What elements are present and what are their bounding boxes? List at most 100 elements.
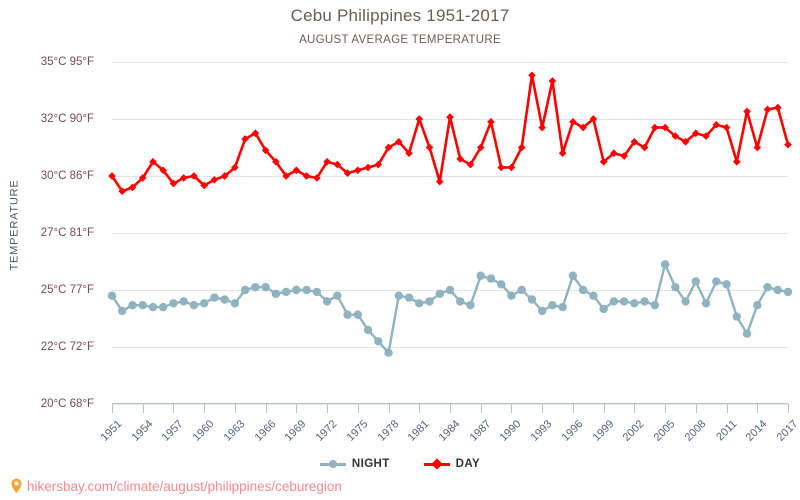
data-point-night[interactable]: [742, 329, 752, 338]
legend-item-day[interactable]: DAY: [423, 458, 480, 470]
data-point-night[interactable]: [578, 285, 588, 295]
data-point-day[interactable]: [323, 157, 331, 166]
data-point-night[interactable]: [394, 291, 403, 300]
source-url[interactable]: hikersbay.com/climate/august/philippines…: [27, 478, 342, 494]
data-point-day[interactable]: [517, 143, 526, 152]
data-point-night[interactable]: [671, 282, 680, 292]
data-point-day[interactable]: [702, 132, 710, 140]
data-point-night[interactable]: [445, 285, 455, 295]
data-point-night[interactable]: [292, 285, 301, 295]
data-point-day[interactable]: [435, 177, 444, 186]
data-point-night[interactable]: [384, 348, 393, 357]
data-point-day[interactable]: [671, 132, 680, 140]
data-point-night[interactable]: [783, 287, 793, 297]
data-point-night[interactable]: [660, 260, 670, 269]
data-point-day[interactable]: [589, 115, 598, 123]
data-point-day[interactable]: [282, 172, 290, 180]
data-point-night[interactable]: [302, 285, 311, 295]
data-point-day[interactable]: [692, 129, 700, 138]
data-point-night[interactable]: [189, 301, 199, 310]
data-point-night[interactable]: [558, 302, 567, 312]
data-point-night[interactable]: [630, 299, 639, 308]
data-point-day[interactable]: [599, 157, 608, 166]
data-point-day[interactable]: [313, 174, 321, 182]
data-point-night[interactable]: [415, 299, 424, 308]
data-point-night[interactable]: [425, 297, 434, 306]
data-point-day[interactable]: [630, 137, 639, 146]
source-footer[interactable]: hikersbay.com/climate/august/philippines…: [10, 478, 342, 494]
data-point-day[interactable]: [610, 149, 618, 158]
data-point-night[interactable]: [107, 291, 117, 300]
data-point-day[interactable]: [784, 140, 792, 149]
data-point-day[interactable]: [179, 174, 188, 182]
data-point-day[interactable]: [773, 103, 782, 112]
data-point-day[interactable]: [364, 163, 372, 172]
data-point-night[interactable]: [589, 291, 598, 300]
data-point-night[interactable]: [691, 277, 701, 286]
data-point-night[interactable]: [650, 301, 660, 310]
data-point-night[interactable]: [456, 297, 465, 306]
data-point-night[interactable]: [138, 301, 147, 310]
data-point-night[interactable]: [261, 282, 270, 292]
data-point-night[interactable]: [517, 285, 526, 295]
data-point-night[interactable]: [159, 302, 168, 312]
data-point-day[interactable]: [712, 120, 721, 129]
data-point-night[interactable]: [640, 297, 649, 306]
data-point-day[interactable]: [620, 152, 628, 160]
data-point-day[interactable]: [722, 123, 731, 132]
data-point-night[interactable]: [609, 297, 619, 306]
data-point-night[interactable]: [732, 312, 741, 321]
data-point-night[interactable]: [681, 297, 690, 306]
data-point-night[interactable]: [619, 297, 629, 306]
data-point-day[interactable]: [138, 174, 147, 182]
data-point-day[interactable]: [497, 163, 506, 172]
data-point-night[interactable]: [333, 291, 342, 300]
data-point-night[interactable]: [507, 291, 516, 300]
data-point-day[interactable]: [128, 183, 137, 192]
data-point-day[interactable]: [661, 123, 669, 132]
data-point-day[interactable]: [487, 118, 495, 126]
data-point-day[interactable]: [394, 137, 403, 146]
data-point-night[interactable]: [599, 304, 608, 314]
data-point-day[interactable]: [200, 181, 208, 190]
data-point-night[interactable]: [753, 301, 762, 310]
data-point-night[interactable]: [148, 302, 158, 312]
data-point-night[interactable]: [199, 299, 209, 308]
data-point-day[interactable]: [446, 113, 454, 121]
data-point-night[interactable]: [271, 289, 281, 298]
data-point-night[interactable]: [353, 310, 363, 319]
data-point-day[interactable]: [425, 143, 434, 152]
data-point-night[interactable]: [312, 287, 322, 297]
data-point-night[interactable]: [497, 280, 506, 289]
data-point-night[interactable]: [763, 282, 772, 292]
data-point-night[interactable]: [374, 337, 383, 346]
data-point-night[interactable]: [435, 289, 444, 298]
data-point-night[interactable]: [240, 285, 250, 295]
data-point-night[interactable]: [128, 301, 137, 310]
data-point-night[interactable]: [527, 295, 537, 304]
data-point-night[interactable]: [230, 299, 240, 308]
data-point-night[interactable]: [169, 299, 178, 308]
data-point-night[interactable]: [343, 310, 352, 319]
data-point-night[interactable]: [281, 287, 291, 297]
data-point-night[interactable]: [251, 282, 260, 292]
data-point-night[interactable]: [568, 271, 578, 280]
data-point-night[interactable]: [210, 293, 219, 302]
data-point-day[interactable]: [528, 71, 536, 80]
data-point-day[interactable]: [415, 115, 424, 123]
data-point-night[interactable]: [537, 306, 547, 316]
data-point-night[interactable]: [712, 277, 721, 286]
legend-item-night[interactable]: NIGHT: [319, 458, 390, 470]
data-point-day[interactable]: [538, 123, 546, 132]
data-point-night[interactable]: [476, 271, 485, 280]
data-point-day[interactable]: [640, 143, 649, 152]
data-point-night[interactable]: [486, 274, 496, 283]
data-point-night[interactable]: [722, 280, 731, 289]
data-point-day[interactable]: [548, 77, 557, 85]
data-point-day[interactable]: [732, 157, 741, 166]
data-point-day[interactable]: [558, 149, 567, 158]
data-point-night[interactable]: [363, 325, 373, 335]
data-point-night[interactable]: [118, 306, 127, 316]
data-point-day[interactable]: [354, 166, 362, 175]
data-point-night[interactable]: [773, 285, 782, 295]
